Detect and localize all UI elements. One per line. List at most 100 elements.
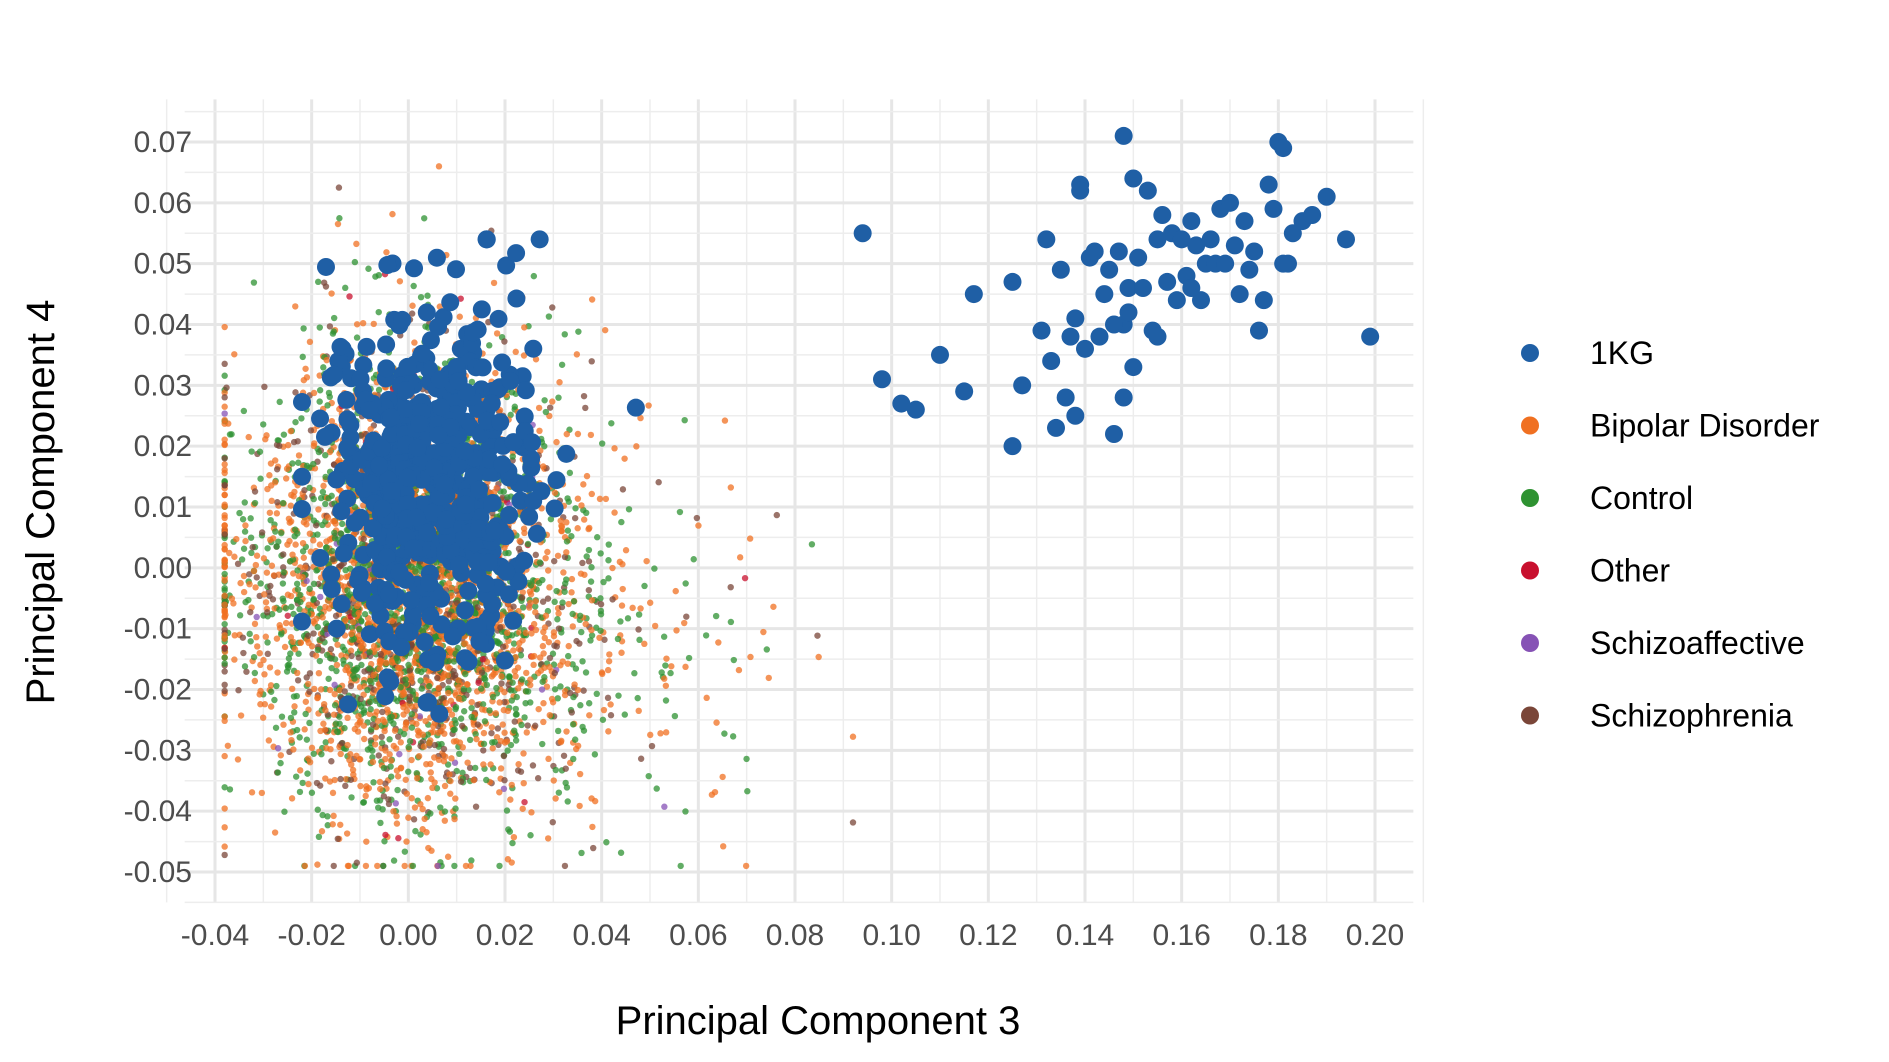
point-bipolar-disorder bbox=[306, 338, 314, 346]
point-control bbox=[341, 646, 348, 654]
point-control bbox=[288, 603, 295, 611]
point-control bbox=[257, 580, 264, 587]
point-bipolar-disorder bbox=[353, 321, 361, 328]
point-control bbox=[532, 603, 539, 610]
point-bipolar-disorder bbox=[337, 821, 344, 828]
point-schizophrenia bbox=[355, 654, 363, 661]
point-control bbox=[513, 693, 520, 701]
point-control bbox=[291, 709, 298, 716]
point-schizoaffective bbox=[434, 862, 442, 870]
point-control bbox=[246, 630, 253, 638]
point-bipolar-disorder bbox=[319, 614, 326, 621]
point-control bbox=[386, 329, 394, 336]
point-control bbox=[593, 690, 600, 698]
point-control bbox=[493, 684, 500, 692]
point-control bbox=[763, 646, 771, 653]
point-bipolar-disorder bbox=[497, 737, 505, 745]
point-1kg bbox=[377, 548, 396, 567]
point-control bbox=[625, 506, 633, 513]
point-control bbox=[631, 670, 638, 677]
point-bipolar-disorder bbox=[353, 752, 360, 760]
point-control bbox=[542, 408, 550, 416]
point-control bbox=[554, 616, 561, 623]
point-control bbox=[236, 509, 243, 517]
point-control bbox=[541, 443, 548, 450]
point-bipolar-disorder bbox=[681, 619, 688, 627]
point-bipolar-disorder bbox=[289, 638, 297, 646]
point-schizophrenia bbox=[568, 709, 575, 716]
point-bipolar-disorder bbox=[510, 647, 517, 654]
point-bipolar-disorder bbox=[360, 652, 368, 660]
point-control bbox=[390, 720, 397, 727]
point-control bbox=[375, 308, 382, 316]
point-bipolar-disorder bbox=[537, 667, 545, 674]
point-schizophrenia bbox=[221, 681, 228, 689]
point-schizophrenia bbox=[385, 796, 392, 803]
point-bipolar-disorder bbox=[719, 773, 726, 781]
point-bipolar-disorder bbox=[532, 626, 540, 634]
point-bipolar-disorder bbox=[544, 567, 552, 574]
point-schizophrenia bbox=[290, 438, 298, 446]
point-bipolar-disorder bbox=[556, 379, 563, 386]
point-control bbox=[375, 271, 383, 279]
point-schizophrenia bbox=[378, 733, 385, 741]
point-control bbox=[557, 683, 564, 690]
point-bipolar-disorder bbox=[605, 658, 613, 665]
point-control bbox=[400, 730, 408, 738]
point-control bbox=[563, 538, 571, 545]
point-control bbox=[518, 721, 525, 729]
point-control bbox=[299, 353, 306, 361]
point-bipolar-disorder bbox=[394, 773, 402, 780]
point-bipolar-disorder bbox=[305, 601, 312, 608]
point-control bbox=[272, 528, 279, 535]
point-schizophrenia bbox=[515, 545, 523, 553]
point-control bbox=[294, 567, 301, 574]
point-bipolar-disorder bbox=[503, 629, 511, 637]
point-bipolar-disorder bbox=[467, 862, 474, 870]
point-control bbox=[242, 598, 249, 606]
point-control bbox=[662, 662, 669, 669]
point-bipolar-disorder bbox=[234, 756, 242, 763]
point-control bbox=[251, 499, 259, 507]
point-control bbox=[568, 533, 575, 540]
point-schizophrenia bbox=[347, 682, 355, 690]
point-control bbox=[579, 658, 586, 665]
point-control bbox=[272, 724, 280, 731]
point-bipolar-disorder bbox=[497, 765, 505, 772]
point-control bbox=[503, 807, 511, 814]
point-bipolar-disorder bbox=[240, 572, 248, 580]
point-bipolar-disorder bbox=[695, 522, 702, 529]
point-schizophrenia bbox=[693, 514, 701, 522]
point-control bbox=[489, 693, 497, 701]
point-bipolar-disorder bbox=[436, 303, 444, 310]
point-control bbox=[658, 669, 665, 676]
point-control bbox=[299, 779, 306, 787]
point-control bbox=[561, 331, 568, 338]
point-schizophrenia bbox=[478, 669, 486, 676]
point-control bbox=[314, 278, 322, 286]
point-bipolar-disorder bbox=[425, 844, 432, 852]
point-control bbox=[278, 713, 286, 720]
point-control bbox=[481, 718, 489, 725]
point-bipolar-disorder bbox=[554, 552, 562, 559]
point-control bbox=[462, 670, 469, 678]
point-bipolar-disorder bbox=[306, 758, 314, 766]
point-schizophrenia bbox=[585, 586, 593, 594]
point-schizophrenia bbox=[243, 668, 250, 675]
point-control bbox=[564, 798, 571, 805]
point-control bbox=[285, 664, 292, 671]
point-schizophrenia bbox=[499, 643, 507, 651]
point-bipolar-disorder bbox=[342, 617, 349, 624]
point-control bbox=[578, 628, 585, 636]
point-control bbox=[293, 773, 300, 780]
point-bipolar-disorder bbox=[452, 795, 459, 802]
point-control bbox=[276, 606, 283, 613]
point-bipolar-disorder bbox=[231, 553, 238, 560]
point-control bbox=[554, 695, 561, 702]
point-bipolar-disorder bbox=[350, 559, 358, 567]
point-control bbox=[452, 720, 459, 727]
point-control bbox=[316, 398, 323, 405]
point-bipolar-disorder bbox=[237, 712, 245, 719]
point-schizoaffective bbox=[331, 681, 338, 689]
point-bipolar-disorder bbox=[252, 584, 259, 591]
